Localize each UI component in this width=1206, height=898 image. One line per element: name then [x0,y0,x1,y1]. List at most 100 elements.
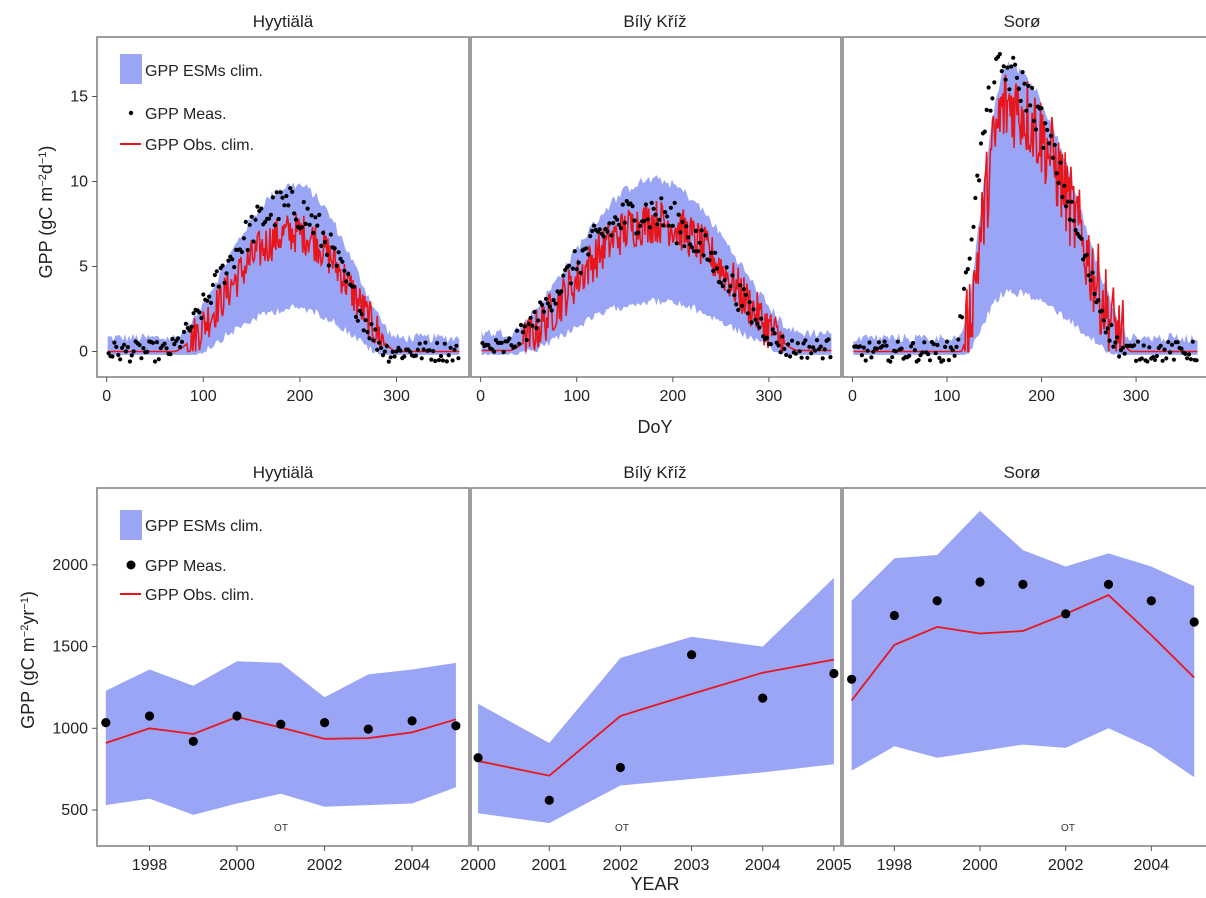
meas-point [125,345,130,350]
meas-point [322,240,328,245]
meas-point [684,224,689,229]
meas-point [336,250,341,255]
meas-point [141,346,146,351]
meas-point [666,223,672,228]
esm-band [853,61,1198,355]
meas-point [179,339,185,344]
esm-band [105,661,456,815]
x-tick-label: 2005 [816,857,852,874]
meas-point [1018,98,1023,103]
meas-point [601,234,606,239]
meas-point [861,345,866,350]
meas-point [1031,118,1037,123]
meas-point [114,344,119,349]
meas-point [232,265,237,270]
meas-point [1013,62,1018,67]
meas-point [486,342,491,348]
x-tick-label: 2002 [307,857,343,874]
x-tick-label: 1998 [132,857,168,874]
meas-point [899,346,904,351]
meas-point [986,85,991,90]
meas-point [820,356,825,361]
meas-point [363,724,373,734]
obs-clim-line [850,594,1195,702]
meas-point [1134,358,1139,363]
meas-point [363,318,368,323]
meas-point [697,240,702,245]
meas-point [129,353,134,358]
meas-point [649,200,654,205]
meas-point [747,300,752,305]
meas-point [1030,85,1035,91]
meas-point [517,341,522,346]
meas-point [253,217,258,222]
meas-point [454,343,459,348]
meas-point [423,340,428,345]
meas-point [950,348,955,353]
meas-point [266,216,272,221]
top-legend-band-swatch [120,54,142,84]
meas-point [730,273,735,278]
meas-point [452,347,457,352]
meas-point [332,246,337,251]
meas-point [758,693,768,703]
bottom-panel-2: 2000 2001 2002 2003 2004 2005 [460,487,852,874]
meas-point [1166,339,1171,345]
meas-point [859,353,865,358]
meas-point [726,289,731,294]
meas-point [326,263,331,268]
meas-point [799,355,804,360]
meas-point [647,225,652,230]
x-tick-label: 2001 [531,857,567,874]
meas-point [278,190,283,195]
meas-point [676,212,681,217]
meas-point [693,228,699,233]
meas-point [636,230,641,235]
meas-point [245,247,250,253]
bottom-legend-band-swatch [120,510,142,540]
meas-point [910,341,916,346]
meas-point [829,668,839,679]
meas-point [1067,217,1072,222]
meas-point [553,301,558,306]
meas-point [975,173,980,178]
meas-point [960,315,965,320]
meas-point [764,335,770,340]
meas-point [784,352,789,358]
meas-point [1024,108,1029,113]
meas-point [805,355,810,360]
meas-point [436,358,442,363]
meas-point [526,321,531,327]
meas-point [1115,335,1120,340]
meas-point [394,349,399,354]
meas-point [123,349,129,354]
meas-point [224,271,229,276]
meas-point [680,219,685,225]
meas-point [691,249,697,254]
meas-point [672,200,677,205]
meas-point [984,107,989,112]
meas-point [865,348,870,353]
meas-point [274,190,279,195]
meas-point [738,283,743,288]
meas-point [973,195,978,201]
meas-point [301,200,306,205]
meas-point [544,795,554,805]
meas-point [1152,357,1158,362]
bottom-x-axis-label: YEAR [630,874,679,894]
meas-point [605,229,610,234]
meas-point [809,351,814,356]
meas-point [893,349,899,354]
meas-point [547,304,552,309]
meas-point [386,359,391,364]
meas-point [882,339,887,344]
meas-point [1016,86,1022,91]
meas-point [172,342,177,347]
x-tick-label: 2002 [603,857,639,874]
meas-point [152,359,158,364]
meas-point [305,206,310,211]
meas-point [997,51,1003,57]
meas-point [1185,356,1190,361]
meas-point [284,193,289,199]
meas-point [191,311,196,316]
